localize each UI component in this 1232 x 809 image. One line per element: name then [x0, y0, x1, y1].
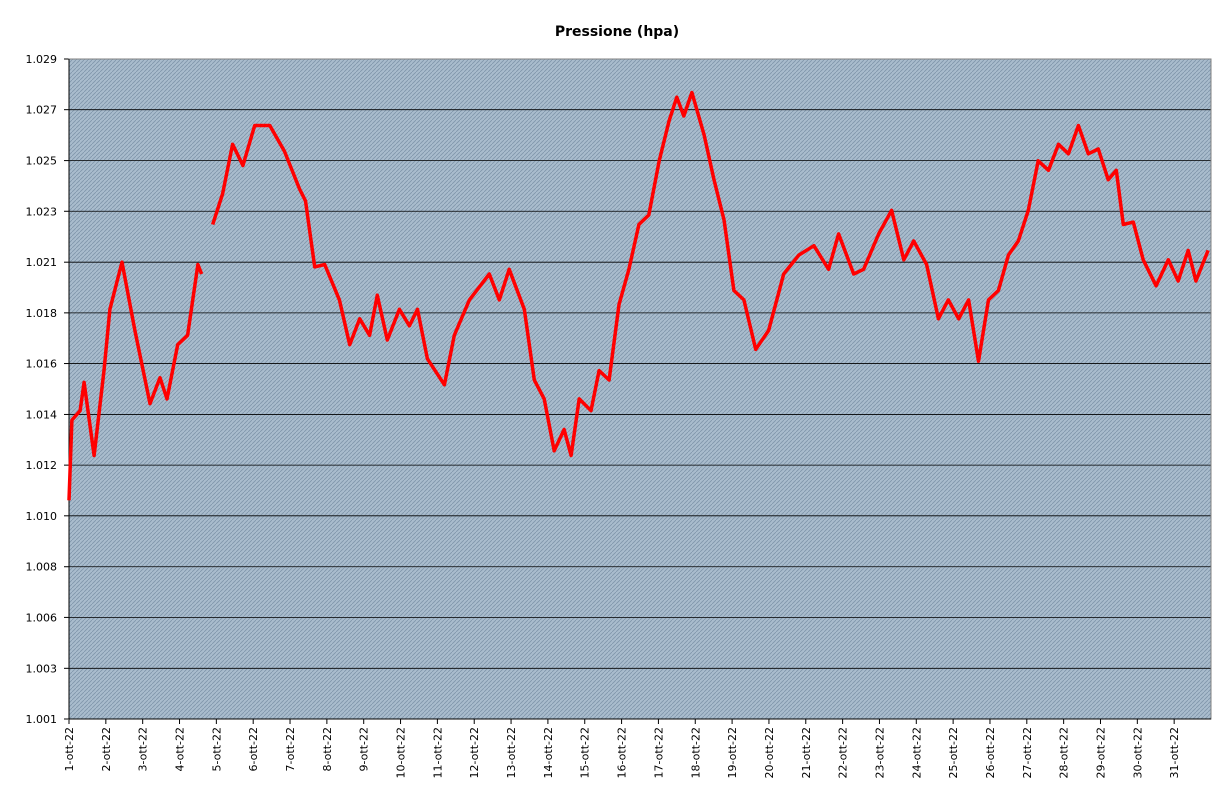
- y-tick-label: 1.018: [26, 307, 58, 320]
- y-tick-label: 1.012: [26, 459, 58, 472]
- x-tick-label: 15-ott-22: [579, 727, 592, 779]
- x-tick-label: 30-ott-22: [1131, 727, 1144, 779]
- x-tick-label: 23-ott-22: [873, 727, 886, 779]
- x-tick-label: 27-ott-22: [1021, 727, 1034, 779]
- x-tick-label: 4-ott-22: [174, 727, 187, 772]
- x-tick-label: 25-ott-22: [947, 727, 960, 779]
- x-tick-label: 26-ott-22: [984, 727, 997, 779]
- x-tick-label: 16-ott-22: [616, 727, 629, 779]
- y-tick-label: 1.010: [26, 510, 58, 523]
- x-tick-label: 19-ott-22: [726, 727, 739, 779]
- x-tick-label: 21-ott-22: [800, 727, 813, 779]
- x-tick-label: 10-ott-22: [395, 727, 408, 779]
- x-tick-label: 24-ott-22: [910, 727, 923, 779]
- x-tick-label: 5-ott-22: [210, 727, 223, 772]
- x-tick-label: 22-ott-22: [837, 727, 850, 779]
- x-tick-label: 20-ott-22: [763, 727, 776, 779]
- y-tick-label: 1.025: [26, 155, 58, 168]
- chart-title: Pressione (hpa): [555, 24, 679, 40]
- x-tick-label: 31-ott-22: [1168, 727, 1181, 779]
- y-tick-label: 1.016: [26, 358, 58, 371]
- line-series: [67, 90, 1210, 501]
- x-tick-label: 29-ott-22: [1094, 727, 1107, 779]
- x-tick-label: 17-ott-22: [652, 727, 665, 779]
- x-tick-label: 7-ott-22: [284, 727, 297, 772]
- plot-area: [69, 59, 1211, 719]
- y-tick-label: 1.008: [26, 561, 58, 574]
- y-tick-label: 1.003: [26, 662, 58, 675]
- x-tick-label: 6-ott-22: [247, 727, 260, 772]
- x-tick-label: 9-ott-22: [358, 727, 371, 772]
- x-tick-label: 1-ott-22: [63, 727, 76, 772]
- x-tick-label: 28-ott-22: [1058, 727, 1071, 779]
- x-tick-label: 12-ott-22: [468, 727, 481, 779]
- y-tick-label: 1.029: [26, 53, 58, 66]
- y-tick-label: 1.027: [26, 104, 58, 117]
- x-tick-label: 2-ott-22: [100, 727, 113, 772]
- y-tick-label: 1.023: [26, 205, 58, 218]
- y-tick-label: 1.006: [26, 611, 58, 624]
- x-tick-label: 14-ott-22: [542, 727, 555, 779]
- x-tick-label: 11-ott-22: [431, 727, 444, 779]
- x-tick-label: 13-ott-22: [505, 727, 518, 779]
- x-tick-label: 3-ott-22: [137, 727, 150, 772]
- y-tick-label: 1.001: [26, 713, 58, 726]
- x-tick-label: 8-ott-22: [321, 727, 334, 772]
- x-tick-label: 18-ott-22: [689, 727, 702, 779]
- y-tick-label: 1.014: [26, 408, 58, 421]
- y-tick-label: 1.021: [26, 256, 58, 269]
